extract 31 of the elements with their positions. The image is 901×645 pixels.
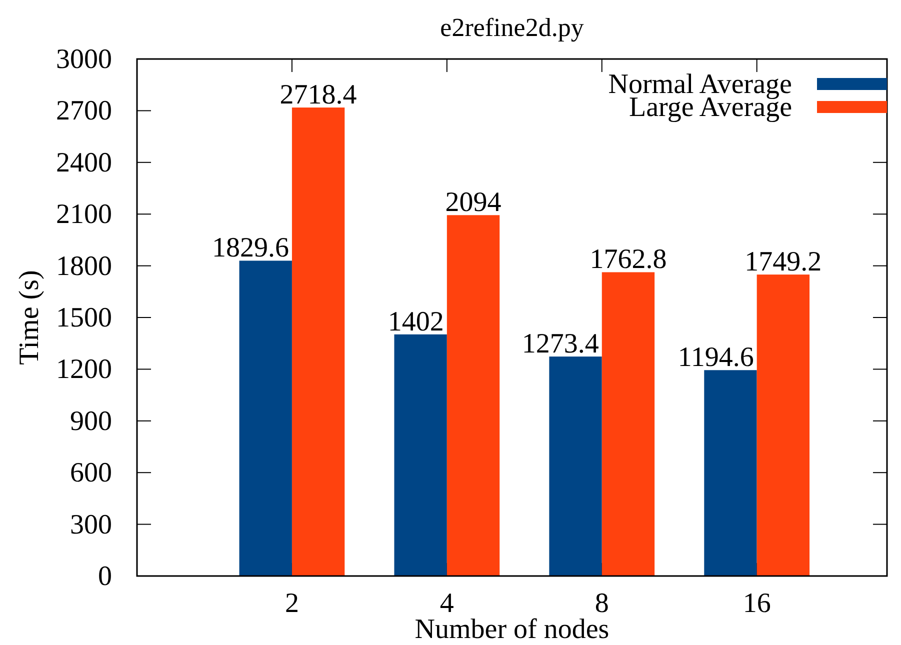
y-tick-label: 2400 [56,147,112,178]
data-label: 2094 [445,187,502,218]
bar [549,356,602,576]
data-label: 1402 [388,306,444,338]
x-tick-label: 16 [742,588,771,619]
data-label: 1829.6 [212,232,289,264]
data-label: 1194.6 [678,342,754,374]
y-tick-label: 1800 [56,250,112,282]
bar [602,272,655,576]
bar [239,260,292,576]
y-tick-label: 0 [98,561,112,592]
y-tick-label: 1200 [56,354,112,386]
data-label: 2718.4 [280,80,357,111]
y-tick-label: 600 [70,458,112,489]
y-tick-label: 1500 [56,302,112,334]
data-label: 1762.8 [590,244,667,276]
bar [394,334,447,576]
y-tick-label: 3000 [56,44,112,75]
bar [446,215,500,576]
chart-title: e2refine2d.py [440,13,584,42]
y-tick-label: 2700 [56,96,112,127]
y-axis-title: Time (s) [14,270,45,365]
y-tick-label: 2100 [56,199,112,230]
bar [756,274,810,576]
data-label: 1273.4 [522,328,599,360]
y-tick-label: 900 [70,406,112,437]
y-tick-label: 300 [70,509,112,540]
data-label: 1749.2 [744,246,822,278]
x-tick-label: 2 [284,588,299,619]
bar [704,370,757,576]
bar [292,108,345,576]
